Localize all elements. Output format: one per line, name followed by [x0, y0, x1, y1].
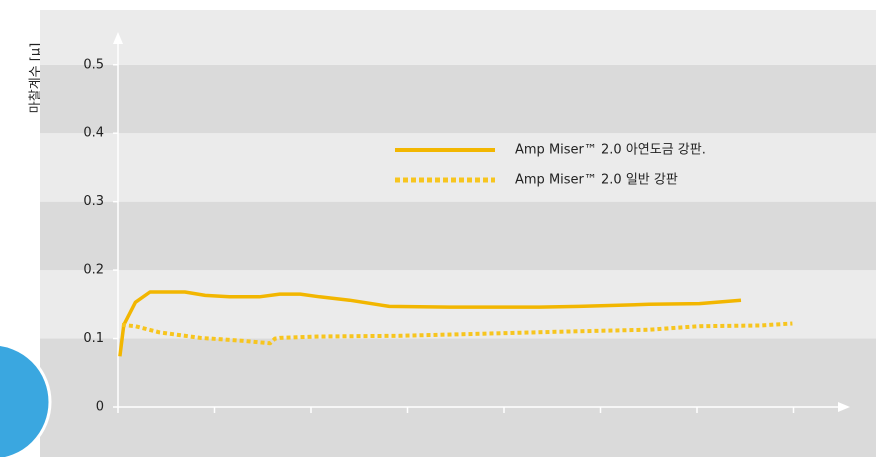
band [40, 64, 876, 134]
y-tick-label: 0.2 [83, 263, 104, 278]
band [40, 10, 876, 65]
series-line [118, 290, 742, 357]
band [40, 133, 876, 202]
y-tick-label: 0.5 [83, 57, 104, 72]
series-line [121, 321, 793, 346]
y-tick-label: 0.1 [83, 331, 104, 346]
y-axis-label: 마찰계수 [μ] [29, 43, 44, 113]
badge [0, 343, 52, 457]
band [40, 270, 876, 339]
y-tick-label: 0 [96, 400, 104, 415]
legend-label: Amp Miser™ 2.0 일반 강판 [515, 173, 678, 188]
band [40, 338, 876, 407]
background [40, 10, 876, 457]
band [40, 201, 876, 271]
legend-label: Amp Miser™ 2.0 아연도금 강판. [515, 143, 706, 158]
band [40, 407, 876, 457]
x-axis-arrow [838, 402, 850, 412]
y-axis-arrow [113, 32, 123, 44]
y-tick-label: 0.4 [83, 126, 104, 141]
y-tick-label: 0.3 [83, 194, 104, 209]
